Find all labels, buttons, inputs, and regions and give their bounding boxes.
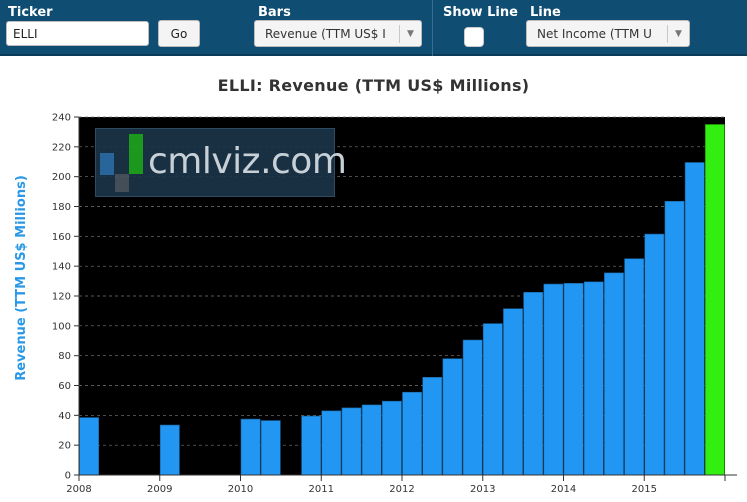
bars-label: Bars [258,5,291,20]
bars-select-value: Revenue (TTM US$ I [265,27,386,41]
x-tick-label: 2015 [632,484,657,495]
bar [361,404,382,476]
bar [462,339,483,476]
toolbar: Ticker Go Bars Revenue (TTM US$ I ▼ Show… [0,0,747,56]
line-label: Line [530,5,561,20]
line-select-value: Net Income (TTM U [537,27,652,41]
bar [442,358,463,476]
ticker-input[interactable] [6,21,149,46]
bar [341,407,362,476]
bars-select[interactable]: Revenue (TTM US$ I ▼ [254,20,422,47]
ticker-label: Ticker [8,5,53,20]
show-line-label: Show Line [443,5,518,20]
bar [382,400,402,476]
bar [301,415,322,476]
bar [422,376,443,476]
bar [402,391,422,476]
bar [321,410,342,476]
y-tick-label: 0 [65,471,71,482]
bar [583,281,604,476]
bar [604,272,624,476]
bar [240,418,261,476]
x-tick-label: 2010 [228,484,253,495]
line-select[interactable]: Net Income (TTM U ▼ [526,20,690,47]
x-tick-label: 2012 [389,484,414,495]
bar [664,200,685,476]
x-tick-label: 2009 [147,484,172,495]
line-select-separator [667,25,668,43]
watermark: cmlviz.com [95,128,347,197]
go-button[interactable]: Go [158,20,200,47]
y-tick-label: 180 [52,202,71,213]
bar [644,233,665,476]
bar [79,417,99,476]
bars-select-separator [399,25,400,43]
y-tick-label: 140 [52,262,71,273]
y-tick-label: 80 [58,351,71,362]
watermark-logo-green [129,134,143,174]
bar [684,162,705,476]
y-tick-label: 20 [58,441,71,452]
y-tick-label: 40 [58,411,71,422]
y-tick-label: 120 [52,292,71,303]
bar [705,124,725,476]
y-tick-label: 60 [58,381,71,392]
y-tick-label: 240 [52,113,71,124]
watermark-text: cmlviz.com [148,141,347,182]
bar [543,283,564,476]
chart-title: ELLI: Revenue (TTM US$ Millions) [217,76,530,95]
y-tick-label: 100 [52,321,71,332]
bar [482,323,503,476]
bar [503,308,523,476]
toolbar-divider [432,0,433,56]
watermark-logo-gray [115,174,129,192]
y-tick-label: 200 [52,172,71,183]
x-tick-label: 2011 [309,484,334,495]
chevron-down-icon: ▼ [407,29,414,39]
bar [624,258,645,476]
y-tick-label: 160 [52,232,71,243]
bar [260,420,281,476]
x-tick-label: 2008 [66,484,91,495]
show-line-checkbox[interactable] [464,27,484,47]
y-tick-label: 220 [52,142,71,153]
x-tick-label: 2013 [470,484,495,495]
chevron-down-icon: ▼ [675,29,682,39]
bar [523,291,544,476]
bar [563,283,584,476]
watermark-logo-blue [100,153,114,175]
bar [159,424,180,476]
x-tick-label: 2014 [551,484,576,495]
